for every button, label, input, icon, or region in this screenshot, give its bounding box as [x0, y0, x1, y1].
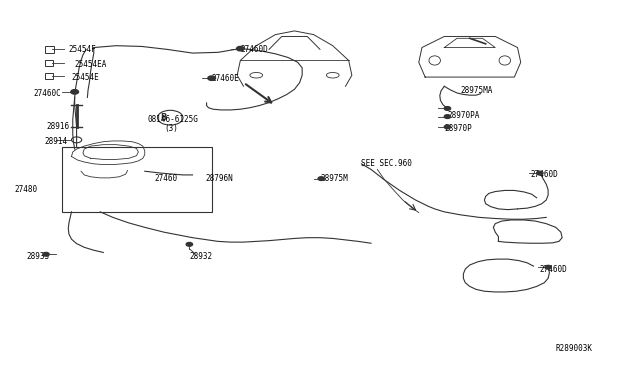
Circle shape	[43, 253, 49, 256]
Text: 28975M: 28975M	[320, 174, 348, 183]
Text: 27460C: 27460C	[33, 89, 61, 98]
Text: 08146-6125G: 08146-6125G	[148, 115, 199, 124]
Text: 28916: 28916	[46, 122, 69, 131]
Text: 28975MA: 28975MA	[460, 86, 493, 94]
Circle shape	[444, 107, 451, 110]
Bar	[45, 61, 53, 66]
Text: 27460E: 27460E	[212, 74, 239, 83]
Circle shape	[208, 76, 216, 80]
Text: 27460D: 27460D	[531, 170, 558, 179]
Text: R289003K: R289003K	[556, 344, 593, 353]
Text: B: B	[161, 113, 167, 122]
Text: 28933: 28933	[27, 251, 50, 261]
Text: 27460D: 27460D	[241, 45, 268, 54]
Circle shape	[537, 171, 543, 175]
Circle shape	[444, 115, 451, 118]
Text: 28970P: 28970P	[444, 124, 472, 133]
Circle shape	[318, 177, 324, 180]
Text: SEE SEC.960: SEE SEC.960	[362, 159, 412, 169]
Bar	[45, 46, 54, 53]
Text: 25454E: 25454E	[72, 73, 99, 81]
Text: 28932: 28932	[189, 251, 212, 261]
Text: 28796N: 28796N	[205, 174, 233, 183]
Text: 25454EA: 25454EA	[75, 60, 107, 69]
Circle shape	[186, 243, 193, 246]
Text: 27460: 27460	[154, 174, 177, 183]
Text: 27460D: 27460D	[540, 264, 568, 273]
Circle shape	[71, 90, 79, 94]
Text: 27480: 27480	[14, 185, 37, 194]
Text: (3): (3)	[164, 124, 178, 133]
Bar	[45, 73, 53, 79]
Text: 25454F: 25454F	[68, 45, 96, 54]
Circle shape	[237, 46, 244, 51]
Text: 28914: 28914	[45, 137, 68, 146]
Bar	[62, 147, 212, 212]
Circle shape	[545, 265, 551, 269]
Circle shape	[444, 125, 451, 129]
Text: 28970PA: 28970PA	[447, 111, 480, 121]
